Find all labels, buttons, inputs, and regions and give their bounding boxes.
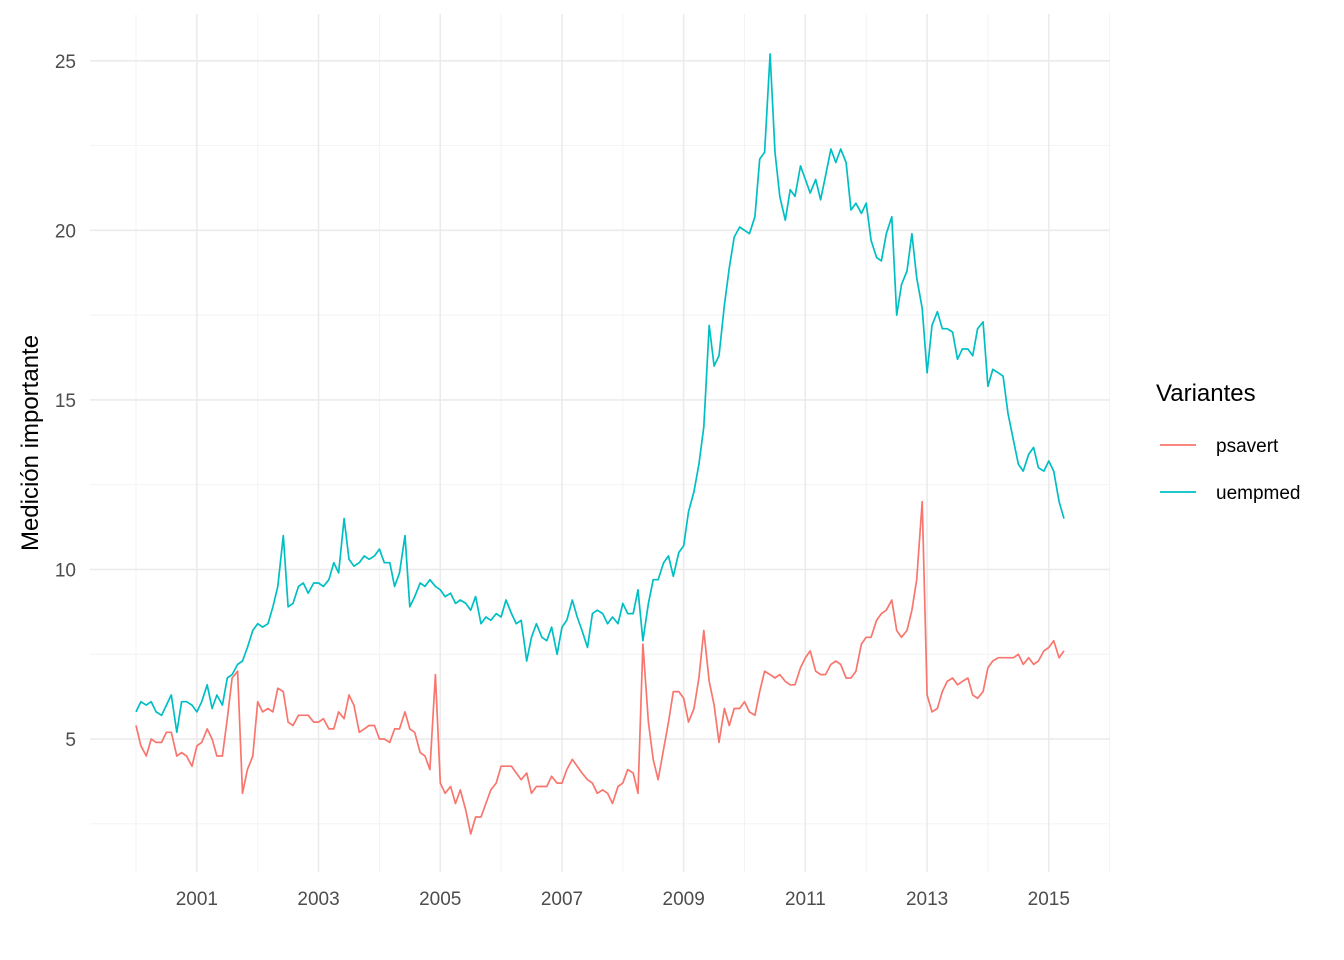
x-tick-label: 2015 <box>1028 889 1070 910</box>
y-tick-label: 15 <box>55 391 76 412</box>
minor-gridlines <box>90 14 1111 872</box>
x-tick-label: 2001 <box>176 889 218 910</box>
x-tick-label: 2007 <box>541 889 583 910</box>
y-tick-label: 20 <box>55 221 76 242</box>
y-tick-label: 25 <box>55 52 76 73</box>
x-axis-tick-labels: 2001 2003 2005 2007 2009 2011 2013 2015 <box>176 889 1070 910</box>
y-axis-tick-labels: 5 10 15 20 25 <box>55 52 76 751</box>
series-layer <box>135 53 1065 835</box>
y-axis-title: Medición importante <box>17 335 44 551</box>
y-tick-label: 10 <box>55 560 76 581</box>
legend-label-psavert: psavert <box>1216 436 1279 457</box>
major-gridlines <box>90 14 1110 872</box>
legend-label-uempmed: uempmed <box>1216 483 1301 504</box>
legend-title: Variantes <box>1156 380 1256 407</box>
legend-items: psavert uempmed <box>1160 436 1301 504</box>
x-tick-label: 2009 <box>663 889 705 910</box>
x-tick-label: 2013 <box>906 889 948 910</box>
series-line-psavert <box>135 500 1065 835</box>
series-line-uempmed <box>135 53 1065 734</box>
legend: Variantes psavert uempmed <box>1156 380 1301 504</box>
x-tick-label: 2005 <box>419 889 461 910</box>
x-tick-label: 2011 <box>785 889 826 910</box>
y-tick-label: 5 <box>65 730 76 751</box>
x-tick-label: 2003 <box>297 889 339 910</box>
